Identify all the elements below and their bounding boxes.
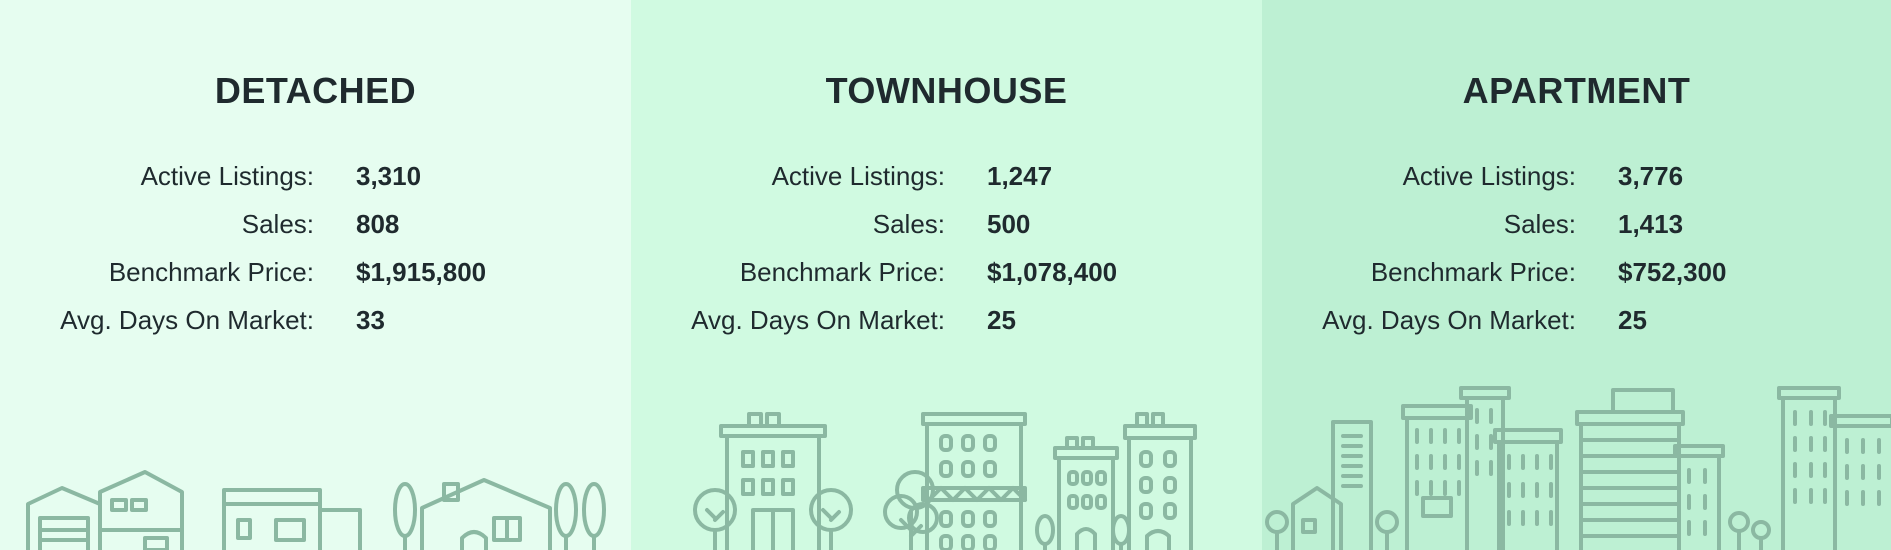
stat-label: Active Listings: [140,160,314,191]
stat-row-sales: Sales: 1,413 [1262,200,1891,248]
stat-value: 33 [356,304,385,335]
stat-label: Active Listings: [1402,160,1576,191]
houses-illustration [0,380,631,550]
stat-label: Sales: [1503,208,1576,239]
stat-value: 1,413 [1618,208,1684,239]
panel-title: DETACHED [214,70,417,111]
stat-label: Active Listings: [771,160,945,191]
apartments-illustration [1262,380,1891,550]
stat-value: 25 [1618,304,1647,335]
stat-label: Avg. Days On Market: [691,304,945,335]
stat-row-active-listings: Active Listings: 1,247 [631,152,1262,200]
townhouse-panel: TOWNHOUSE Active Listings: 1,247 Sales: … [631,0,1262,550]
stats-list: Active Listings: 1,247 Sales: 500 Benchm… [631,152,1262,344]
stat-row-active-listings: Active Listings: 3,310 [0,152,631,200]
stat-row-sales: Sales: 808 [0,200,631,248]
stat-value: 500 [987,208,1031,239]
panel-title: TOWNHOUSE [825,70,1068,111]
townhouses-illustration [631,380,1262,550]
stat-label: Sales: [872,208,945,239]
stat-label: Benchmark Price: [108,256,314,287]
stat-value: 3,310 [356,160,422,191]
stat-row-avg-days: Avg. Days On Market: 33 [0,296,631,344]
stat-row-benchmark-price: Benchmark Price: $1,915,800 [0,248,631,296]
stat-value: 808 [356,208,400,239]
stat-label: Benchmark Price: [1370,256,1576,287]
stat-row-sales: Sales: 500 [631,200,1262,248]
stat-value: 1,247 [987,160,1053,191]
stat-row-avg-days: Avg. Days On Market: 25 [1262,296,1891,344]
stat-value: $752,300 [1618,256,1727,287]
panel-title: APARTMENT [1462,70,1691,111]
stat-row-active-listings: Active Listings: 3,776 [1262,152,1891,200]
stat-value: 25 [987,304,1016,335]
stat-label: Avg. Days On Market: [60,304,314,335]
stat-value: $1,078,400 [987,256,1118,287]
detached-panel: DETACHED Active Listings: 3,310 Sales: 8… [0,0,631,550]
stat-label: Sales: [241,208,314,239]
stat-value: 3,776 [1618,160,1684,191]
stat-value: $1,915,800 [356,256,487,287]
stats-list: Active Listings: 3,776 Sales: 1,413 Benc… [1262,152,1891,344]
apartment-panel: APARTMENT Active Listings: 3,776 Sales: … [1262,0,1891,550]
stat-row-benchmark-price: Benchmark Price: $1,078,400 [631,248,1262,296]
stat-row-benchmark-price: Benchmark Price: $752,300 [1262,248,1891,296]
stats-list: Active Listings: 3,310 Sales: 808 Benchm… [0,152,631,344]
stat-label: Benchmark Price: [739,256,945,287]
stat-label: Avg. Days On Market: [1322,304,1576,335]
stat-row-avg-days: Avg. Days On Market: 25 [631,296,1262,344]
